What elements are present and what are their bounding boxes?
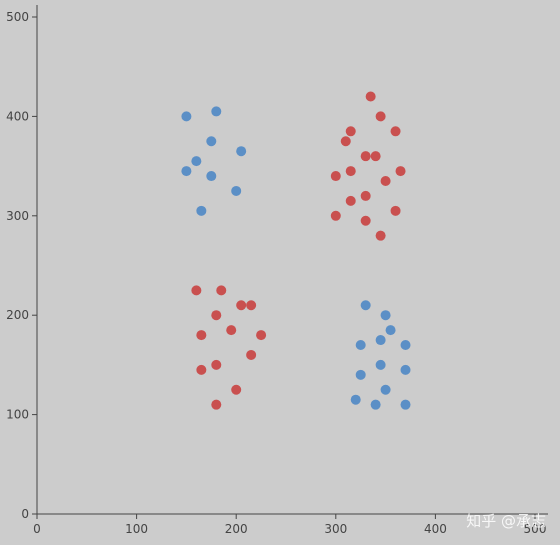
data-point	[345, 166, 356, 177]
data-point	[350, 394, 361, 405]
data-point	[330, 171, 341, 182]
data-point	[380, 384, 391, 395]
data-point	[211, 310, 222, 321]
data-point	[360, 190, 371, 201]
y-tick-label: 500	[6, 10, 29, 24]
data-point	[365, 91, 376, 102]
y-tick-label: 100	[6, 408, 29, 422]
data-point	[370, 151, 381, 162]
data-point	[231, 185, 242, 196]
y-tick-label: 0	[21, 507, 29, 521]
data-point	[390, 126, 401, 137]
data-point	[231, 384, 242, 395]
data-point	[236, 146, 247, 157]
data-point	[380, 176, 391, 187]
data-point	[345, 195, 356, 206]
data-point	[226, 325, 237, 336]
y-tick-label: 200	[6, 308, 29, 322]
data-point	[236, 300, 247, 311]
x-tick-label: 0	[33, 522, 41, 536]
y-axis-ticks: 0 100 200 300 400 500	[6, 10, 37, 521]
data-point	[181, 111, 192, 122]
data-point	[375, 230, 386, 241]
data-point	[196, 330, 207, 341]
data-point	[340, 136, 351, 147]
data-point	[206, 171, 217, 182]
data-point	[395, 166, 406, 177]
data-point	[330, 210, 341, 221]
data-point	[360, 151, 371, 162]
x-tick-label: 300	[324, 522, 347, 536]
x-tick-label: 500	[524, 522, 547, 536]
data-point	[216, 285, 227, 296]
data-point	[191, 156, 202, 167]
data-point	[375, 111, 386, 122]
data-point	[211, 359, 222, 370]
data-point	[360, 215, 371, 226]
data-point	[256, 330, 267, 341]
data-point	[355, 340, 366, 351]
data-point	[345, 126, 356, 137]
data-point	[400, 340, 411, 351]
x-axis-ticks: 0 100 200 300 400 500	[33, 514, 546, 536]
data-point	[375, 335, 386, 346]
data-point	[385, 325, 396, 336]
data-point	[390, 205, 401, 216]
data-point	[400, 364, 411, 375]
data-point	[246, 300, 257, 311]
data-point	[370, 399, 381, 410]
watermark: 知乎 @承志	[466, 512, 546, 530]
data-point	[380, 310, 391, 321]
x-tick-label: 100	[125, 522, 148, 536]
data-point	[211, 399, 222, 410]
x-tick-label: 400	[424, 522, 447, 536]
data-point	[196, 205, 207, 216]
data-point	[246, 349, 257, 360]
data-point	[196, 364, 207, 375]
y-tick-label: 400	[6, 109, 29, 123]
data-point	[181, 166, 192, 177]
data-points	[181, 91, 411, 410]
y-tick-label: 300	[6, 209, 29, 223]
x-tick-label: 200	[225, 522, 248, 536]
data-point	[400, 399, 411, 410]
data-point	[191, 285, 202, 296]
data-point	[375, 359, 386, 370]
data-point	[355, 369, 366, 380]
data-point	[360, 300, 371, 311]
data-point	[206, 136, 217, 147]
data-point	[211, 106, 222, 117]
